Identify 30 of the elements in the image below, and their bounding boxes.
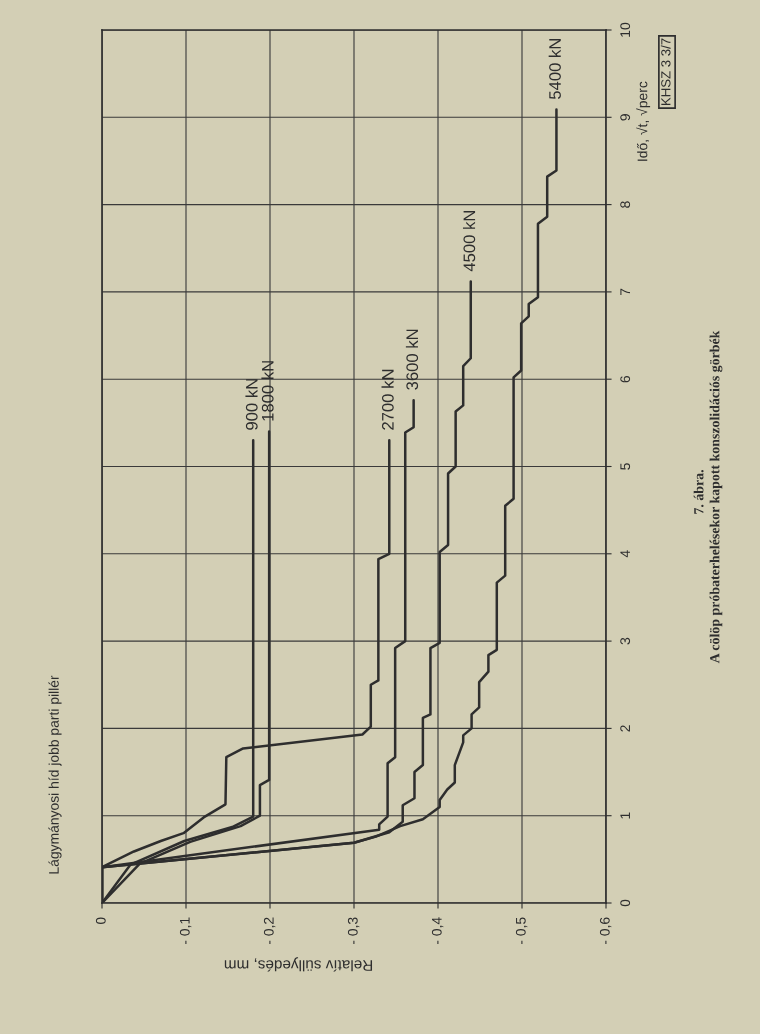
y-tick-label: 1 xyxy=(620,812,630,819)
x-tick-label: - 0,3 xyxy=(347,917,360,945)
x-tick-label: - 0,4 xyxy=(431,917,444,945)
y-tick-label: 5 xyxy=(620,463,631,470)
text: Lágymányosi híd jobb parti pillér xyxy=(48,675,62,874)
y-tick-label: 10 xyxy=(620,22,631,37)
text: 900 kN xyxy=(245,379,258,430)
text: A cölöp próbaterhelésekor kapott konszolidációs görbék xyxy=(709,330,723,664)
text: KHSZ 3 3/7 xyxy=(660,38,671,106)
text: 2700 kN xyxy=(381,369,394,430)
y-tick-label: 0 xyxy=(620,899,631,907)
y-tick-label: 4 xyxy=(620,550,630,558)
y-tick-label: 3 xyxy=(620,637,631,645)
x-tick-label: - 0,6 xyxy=(599,917,612,945)
x-tick-label: 0 xyxy=(95,917,106,925)
y-tick-label: 2 xyxy=(620,725,630,732)
text: 1800 kN xyxy=(261,361,274,421)
text: 7. ábra. xyxy=(693,470,704,514)
y-tick-label: 6 xyxy=(620,375,631,383)
y-tick-label: 7 xyxy=(620,288,630,296)
x-tick-label: - 0,1 xyxy=(179,917,192,945)
text: 4500 kN xyxy=(462,210,476,272)
y-tick-label: 8 xyxy=(620,201,631,208)
x-axis-title: Relatív süllyedés, mm xyxy=(224,957,373,972)
x-tick-label: - 0,2 xyxy=(263,917,276,945)
y-axis-title: Idő, √t, √perc xyxy=(636,81,651,161)
text: 3600 kN xyxy=(405,329,419,390)
y-tick-label: 9 xyxy=(620,114,631,121)
text: 5400 kN xyxy=(548,39,561,100)
x-tick-label: - 0,5 xyxy=(515,917,528,945)
